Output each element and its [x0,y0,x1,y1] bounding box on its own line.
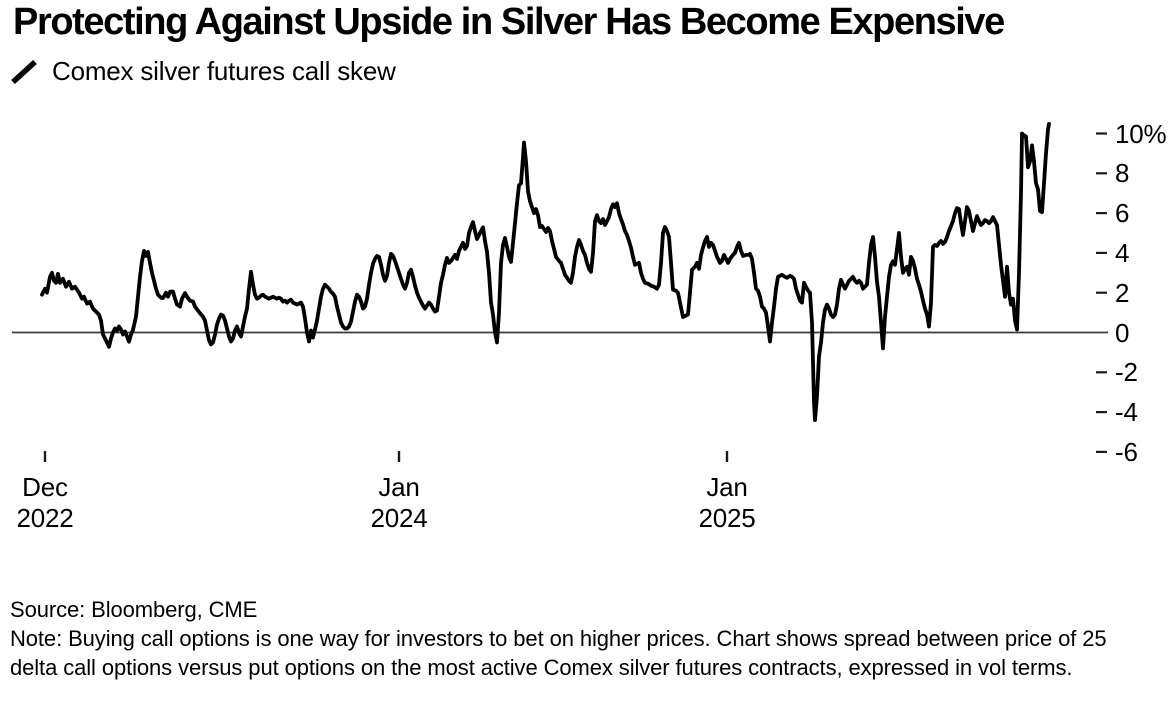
y-axis-tick-label: 4 [1115,237,1130,268]
y-axis-tick-label: 8 [1115,158,1130,189]
legend-label: Comex silver futures call skew [52,56,396,86]
chart-title: Protecting Against Upside in Silver Has … [13,1,1005,43]
legend: Comex silver futures call skew [9,56,396,87]
source-text: Source: Bloomberg, CME [10,597,258,622]
chart-footer: Source: Bloomberg, CME Note: Buying call… [10,595,1147,682]
slash-icon [11,59,37,84]
y-axis-tick-label: -6 [1115,436,1138,467]
x-axis-tick-label: Jan 2025 [698,472,756,533]
y-axis-tick-label: 10% [1115,118,1167,149]
y-axis-tick-label: 0 [1115,317,1130,348]
x-axis-tick-label: Jan 2024 [370,472,428,533]
call-skew-line-chart [12,122,1108,462]
y-axis-tick-label: -4 [1115,397,1138,428]
note-text: Note: Buying call options is one way for… [10,626,1107,680]
x-axis-tick-label: Dec 2022 [16,472,74,533]
y-axis-tick-label: -2 [1115,357,1138,388]
y-axis-tick-label: 6 [1115,198,1130,229]
y-axis-tick-label: 2 [1115,277,1130,308]
call-skew-series-line [40,122,1051,423]
